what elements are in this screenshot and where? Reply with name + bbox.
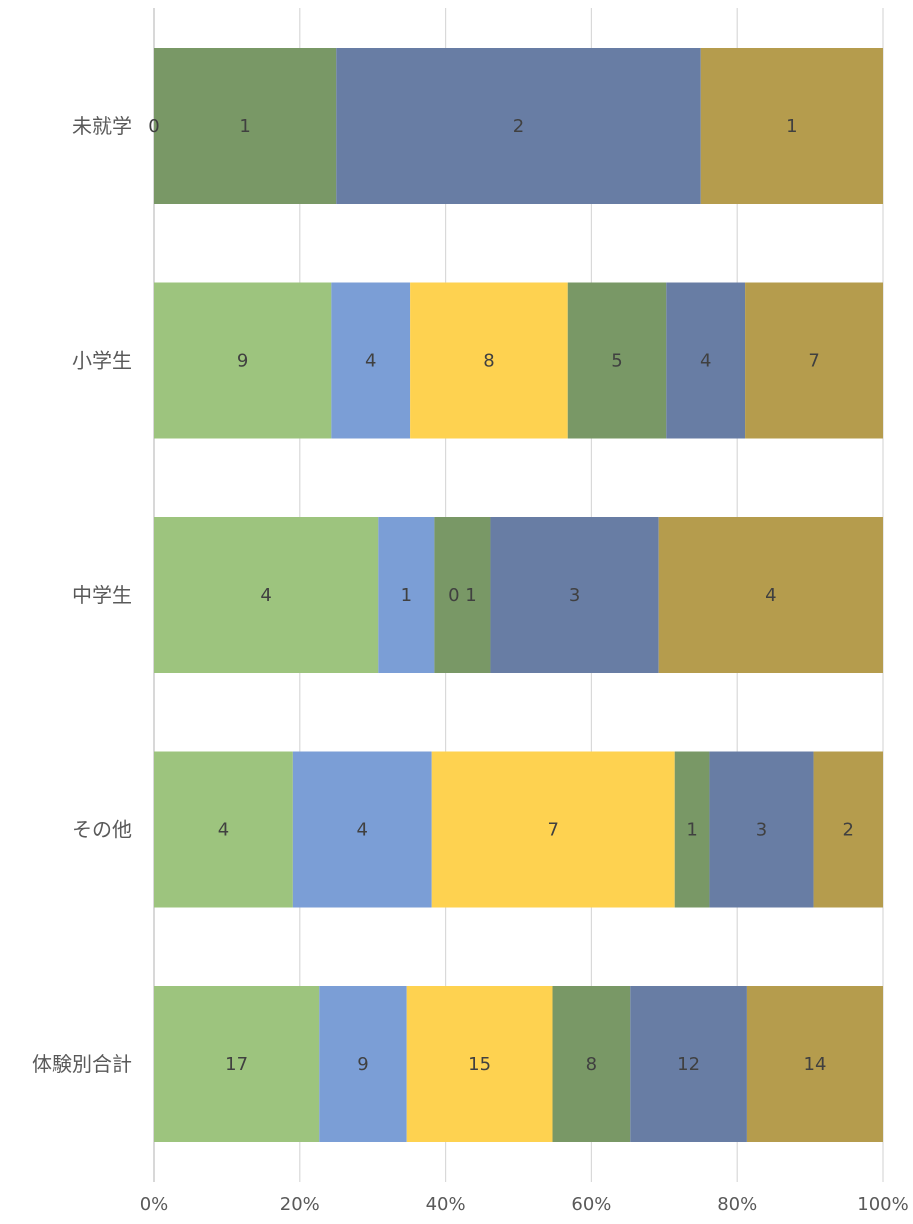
x-tick-label: 0% xyxy=(140,1194,169,1215)
bar-segment xyxy=(434,517,491,673)
data-label: 1 xyxy=(686,820,697,841)
data-label: 1 xyxy=(239,116,250,137)
bar-segment xyxy=(709,751,814,908)
data-label: 2 xyxy=(513,116,524,137)
bar-segment xyxy=(154,517,379,673)
bar-segment xyxy=(154,986,320,1142)
category-label: 未就学 xyxy=(72,114,132,138)
data-label: 5 xyxy=(611,351,622,372)
bar-segment xyxy=(331,282,411,439)
data-label: 4 xyxy=(357,820,368,841)
data-label: 3 xyxy=(569,585,580,606)
data-label: 7 xyxy=(547,820,558,841)
data-label: 0 xyxy=(148,116,159,137)
bar-segment xyxy=(154,751,293,908)
data-label: 8 xyxy=(586,1054,597,1075)
data-label: 1 xyxy=(786,116,797,137)
bar-segment xyxy=(154,48,337,204)
data-label: 0 1 xyxy=(448,585,477,606)
bar-segment xyxy=(378,517,435,673)
bar-segment xyxy=(666,282,746,439)
category-label: その他 xyxy=(72,818,132,842)
bar-segment xyxy=(813,751,883,908)
x-tick-label: 60% xyxy=(571,1194,611,1215)
bar-segment xyxy=(658,517,883,673)
data-label: 7 xyxy=(808,351,819,372)
x-tick-label: 100% xyxy=(857,1194,908,1215)
data-label: 1 xyxy=(401,585,412,606)
data-label: 15 xyxy=(468,1054,491,1075)
bar-segment xyxy=(431,751,675,908)
data-label: 14 xyxy=(804,1054,827,1075)
bar-segment xyxy=(700,48,883,204)
bar-segment xyxy=(552,986,631,1142)
bar-segment xyxy=(490,517,659,673)
bar-segment xyxy=(745,282,883,439)
bars xyxy=(154,48,883,1142)
data-label: 8 xyxy=(483,351,494,372)
bar-segment xyxy=(154,282,332,439)
data-label: 4 xyxy=(260,585,271,606)
data-label: 9 xyxy=(357,1054,368,1075)
bar-segment xyxy=(674,751,710,908)
x-tick-label: 20% xyxy=(280,1194,320,1215)
data-label: 4 xyxy=(700,351,711,372)
data-label: 4 xyxy=(765,585,776,606)
bar-segment xyxy=(410,282,568,439)
category-label: 体験別合計 xyxy=(32,1052,132,1076)
bar-segment xyxy=(406,986,553,1142)
bar-segment xyxy=(630,986,747,1142)
category-label: 中学生 xyxy=(72,583,132,607)
data-label: 2 xyxy=(843,820,854,841)
data-label: 4 xyxy=(218,820,229,841)
data-label: 17 xyxy=(225,1054,248,1075)
data-label: 3 xyxy=(756,820,767,841)
bar-segment xyxy=(319,986,407,1142)
data-label: 9 xyxy=(237,351,248,372)
bar-segment xyxy=(567,282,667,439)
x-axis-tick-labels: 0% 20% 40% 60% 80% 100% xyxy=(140,1194,909,1215)
bar-segment xyxy=(746,986,883,1142)
data-labels: 0 1 2 19 4 8 5 4 74 1 0 1 3 44 4 7 1 3 217 9 15 8 12 14 xyxy=(148,116,854,1075)
bar-segment xyxy=(292,751,432,908)
bar-segment xyxy=(336,48,701,204)
data-label: 12 xyxy=(677,1054,700,1075)
x-tick-label: 80% xyxy=(717,1194,757,1215)
x-tick-label: 40% xyxy=(426,1194,466,1215)
data-label: 4 xyxy=(365,351,376,372)
category-label: 小学生 xyxy=(72,349,132,373)
